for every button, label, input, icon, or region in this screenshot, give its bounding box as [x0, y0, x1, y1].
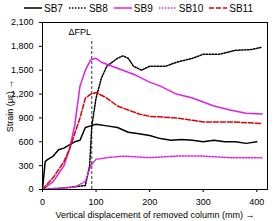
svg-text:900: 900 [18, 113, 33, 123]
html-text:SB10: SB10 [178, 2, 204, 14]
html-text:SB9: SB9 [133, 2, 153, 14]
html-text:SB8: SB8 [88, 2, 108, 14]
svg-text:0: 0 [40, 197, 45, 207]
svg-text:600: 600 [18, 137, 33, 147]
svg-text:300: 300 [18, 161, 33, 171]
html-text:SB11: SB11 [229, 2, 253, 14]
svg-text:1,200: 1,200 [11, 89, 34, 99]
svg-text:ΔFPL: ΔFPL [69, 27, 92, 37]
html-text:SB7: SB7 [44, 2, 63, 14]
svg-text:Vertical displacement of remov: Vertical displacement of removed column … [55, 210, 254, 220]
svg-text:200: 200 [142, 197, 157, 207]
svg-text:400: 400 [249, 197, 264, 207]
svg-text:300: 300 [196, 197, 211, 207]
svg-text:100: 100 [89, 197, 104, 207]
svg-text:1,800: 1,800 [11, 41, 34, 51]
svg-text:2,100: 2,100 [11, 17, 34, 27]
svg-text:Strain (με) →: Strain (με) → [5, 80, 15, 133]
svg-text:1,500: 1,500 [11, 65, 34, 75]
svg-text:0: 0 [28, 184, 33, 194]
